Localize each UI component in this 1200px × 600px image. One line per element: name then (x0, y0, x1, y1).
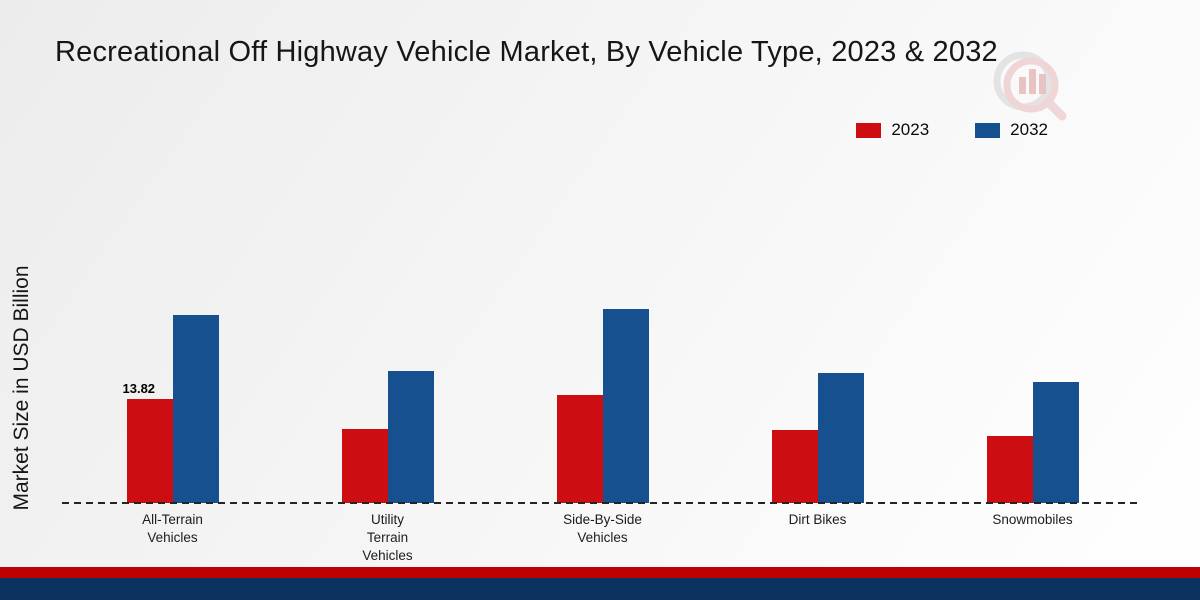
bar-2032-category-0 (172, 315, 219, 503)
bar-group-4 (925, 278, 1140, 503)
chart-title: Recreational Off Highway Vehicle Market,… (55, 36, 998, 68)
legend-swatch-2032 (975, 122, 1001, 138)
bar-2032-category-1 (387, 371, 434, 503)
y-axis-label: Market Size in USD Billion (10, 265, 33, 511)
category-label-4: Snowmobiles (992, 512, 1073, 527)
bar-2023-category-3 (771, 430, 818, 503)
legend-label-2032: 2032 (1010, 120, 1048, 139)
footer-red-strip (0, 567, 1200, 578)
bar-value-label: 13.82 (122, 381, 156, 396)
brand-logo-watermark (985, 48, 1077, 131)
bar-group-1 (280, 278, 495, 503)
category-label-2: Side-By-Side Vehicles (563, 512, 642, 546)
bar-2032-category-4 (1032, 382, 1079, 503)
bar-2023-category-1 (341, 429, 388, 503)
category-labels: All-Terrain Vehicles Utility Terrain Vehi… (65, 511, 1140, 566)
category-label-3: Dirt Bikes (788, 512, 847, 527)
magnifier-bars-icon (993, 51, 1067, 121)
legend-label-2023: 2023 (891, 120, 930, 139)
bar-2032-category-2 (602, 309, 649, 503)
bar-group-3 (710, 278, 925, 503)
bar-group-2 (495, 278, 710, 503)
footer-navy-strip (0, 578, 1200, 600)
x-axis-baseline (62, 502, 1142, 504)
bar-2032-category-3 (817, 373, 864, 503)
legend: 2023 2032 (856, 120, 1048, 140)
category-label-1: Utility Terrain Vehicles (362, 512, 413, 564)
plot-area: 13.82 (65, 278, 1140, 503)
bar-2023-category-2 (556, 395, 603, 503)
legend-item-2032: 2032 (975, 120, 1048, 140)
legend-item-2023: 2023 (856, 120, 929, 140)
bar-2023-category-4 (986, 436, 1033, 503)
legend-swatch-2023 (856, 122, 882, 138)
bar-2023-category-0: 13.82 (123, 381, 173, 503)
bar-group-0: 13.82 (65, 278, 280, 503)
category-label-0: All-Terrain Vehicles (142, 512, 203, 546)
